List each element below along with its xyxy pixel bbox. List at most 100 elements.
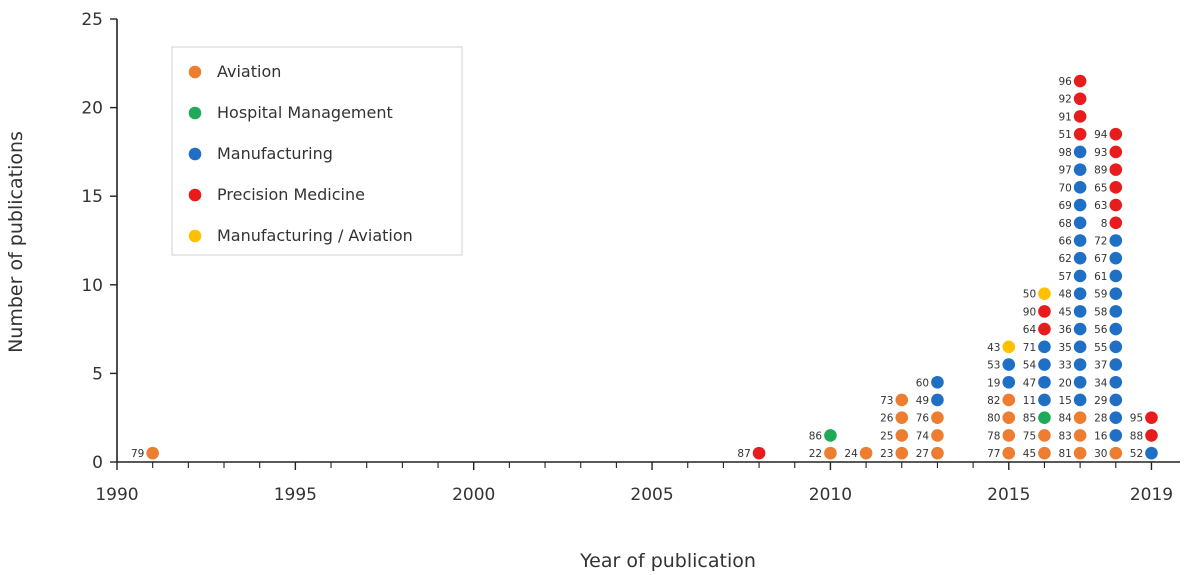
point-label: 60 — [916, 377, 929, 389]
point-label: 98 — [1058, 147, 1071, 159]
point-84 — [1073, 411, 1087, 425]
point-33 — [1073, 358, 1087, 371]
point-49 — [931, 393, 944, 407]
y-tick-label: 0 — [92, 453, 103, 473]
point-80 — [1002, 411, 1016, 425]
point-label: 79 — [131, 448, 144, 460]
point-96 — [1073, 74, 1087, 88]
legend-entry: Manufacturing — [217, 144, 333, 163]
point-16 — [1109, 429, 1123, 442]
point-label: 24 — [844, 448, 858, 460]
data-points: 79 87 22 86 24 23 25 26 73 27 74 76 49 60 77 78 80 82 19 53… — [131, 74, 1158, 460]
axes — [110, 18, 1180, 470]
point-51 — [1073, 127, 1087, 141]
point-56 — [1109, 322, 1123, 336]
point-label: 26 — [880, 413, 894, 425]
point-85 — [1038, 411, 1051, 425]
point-label: 81 — [1058, 448, 1071, 460]
point-20 — [1073, 375, 1087, 389]
point-78 — [1002, 429, 1016, 442]
point-53 — [1002, 358, 1016, 371]
legend-entry: Precision Medicine — [217, 185, 365, 204]
point-label: 76 — [916, 413, 930, 425]
point-label: 85 — [1023, 413, 1036, 425]
point-65 — [1109, 181, 1123, 194]
point-label: 49 — [916, 395, 929, 407]
point-label: 70 — [1058, 182, 1071, 194]
point-label: 92 — [1058, 94, 1071, 106]
point-label: 91 — [1058, 111, 1071, 123]
point-68 — [1073, 216, 1087, 230]
point-label: 20 — [1058, 377, 1071, 389]
point-label: 96 — [1058, 76, 1072, 88]
point-label: 34 — [1094, 377, 1108, 389]
y-tick-label: 5 — [92, 364, 103, 384]
y-tick-label: 15 — [81, 187, 103, 207]
point-label: 22 — [809, 448, 822, 460]
point-50 — [1038, 287, 1051, 300]
legend-marker — [188, 188, 202, 202]
point-94 — [1109, 127, 1123, 141]
point-label: 80 — [987, 413, 1000, 425]
point-label: 69 — [1058, 200, 1071, 212]
point-93 — [1109, 145, 1123, 159]
point-label: 62 — [1058, 253, 1071, 265]
point-label: 56 — [1094, 324, 1108, 336]
point-label: 57 — [1058, 271, 1071, 283]
point-label: 95 — [1130, 413, 1143, 425]
x-tick-label: 2000 — [452, 485, 495, 505]
point-79 — [146, 446, 159, 460]
point-label: 61 — [1094, 271, 1107, 283]
point-28 — [1109, 411, 1123, 425]
point-label: 73 — [880, 395, 893, 407]
legend-marker — [188, 229, 202, 243]
point-91 — [1073, 110, 1087, 123]
point-label: 63 — [1094, 200, 1107, 212]
point-86 — [824, 429, 837, 442]
x-tick-label: 2019 — [1130, 485, 1173, 505]
point-label: 68 — [1058, 218, 1071, 230]
point-label: 51 — [1058, 129, 1071, 141]
point-label: 75 — [1023, 430, 1036, 442]
point-label: 43 — [987, 342, 1000, 354]
point-77 — [1002, 446, 1016, 460]
point-76 — [931, 411, 944, 425]
point-45 — [1073, 305, 1087, 318]
point-label: 71 — [1023, 342, 1036, 354]
point-75 — [1038, 429, 1051, 442]
point-label: 15 — [1058, 395, 1071, 407]
point-61 — [1109, 269, 1123, 283]
point-label: 74 — [916, 430, 930, 442]
point-43 — [1002, 340, 1016, 354]
legend: Aviation Hospital Management Manufacturing… — [171, 46, 463, 256]
point-83 — [1073, 429, 1087, 442]
point-label: 16 — [1094, 430, 1108, 442]
point-11 — [1038, 393, 1051, 407]
point-66 — [1073, 234, 1087, 247]
point-63 — [1109, 198, 1123, 212]
legend-entry: Manufacturing / Aviation — [217, 226, 413, 245]
point-label: 78 — [987, 430, 1000, 442]
point-90 — [1038, 305, 1051, 318]
point-label: 83 — [1058, 430, 1071, 442]
legend-entry: Hospital Management — [217, 103, 393, 122]
x-tick-label: 2005 — [630, 485, 673, 505]
x-tick-label: 1995 — [274, 485, 317, 505]
point-label: 8 — [1101, 218, 1108, 230]
point-label: 30 — [1094, 448, 1107, 460]
point-label: 64 — [1023, 324, 1037, 336]
legend-marker — [188, 65, 202, 79]
point-label: 93 — [1094, 147, 1107, 159]
point-label: 58 — [1094, 306, 1107, 318]
y-axis-title: Number of publications — [5, 131, 27, 353]
point-81 — [1073, 446, 1087, 460]
point-72 — [1109, 234, 1123, 247]
point-92 — [1073, 92, 1087, 106]
point-label: 77 — [987, 448, 1000, 460]
point-35 — [1073, 340, 1087, 354]
point-label: 11 — [1023, 395, 1036, 407]
point-69 — [1073, 198, 1087, 212]
point-22 — [824, 446, 837, 460]
